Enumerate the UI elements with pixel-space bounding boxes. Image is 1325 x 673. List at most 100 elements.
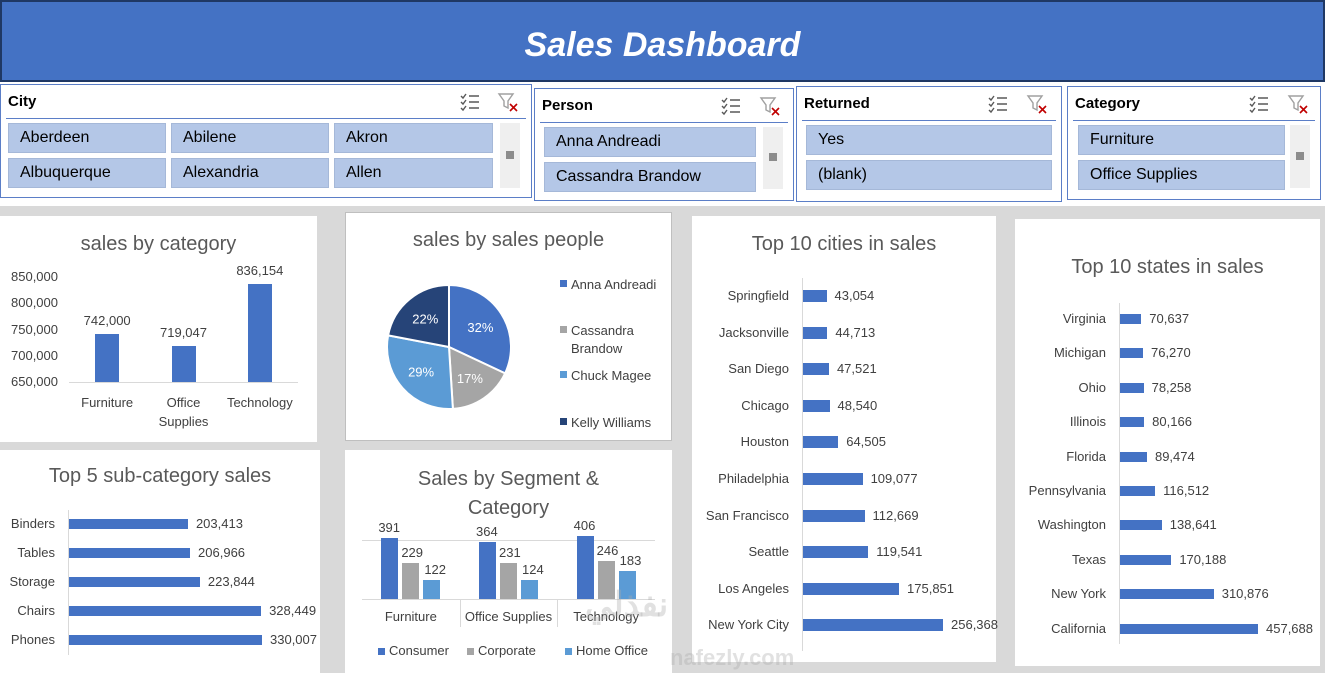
- city-item-albuquerque[interactable]: Albuquerque: [8, 158, 166, 188]
- y-tick-label: 700,000: [11, 347, 58, 363]
- bar: [803, 363, 829, 376]
- multi-select-icon[interactable]: [987, 93, 1009, 115]
- data-label: 406: [573, 517, 596, 533]
- pie-slice: [447, 345, 507, 410]
- city-slicer-title: City: [8, 93, 37, 110]
- category-label: New York City: [708, 617, 789, 633]
- pie-chart-svg: 32% 17% 29% 22%: [386, 283, 512, 410]
- bar: [69, 577, 200, 587]
- category-label: Seattle: [748, 544, 789, 560]
- bar: [69, 635, 262, 645]
- category-label: Phones: [10, 632, 55, 647]
- city-item-akron[interactable]: Akron: [334, 123, 493, 153]
- data-label: 76,270: [1150, 345, 1191, 361]
- bar: [381, 538, 399, 599]
- bar: [402, 563, 420, 599]
- city-item-allen[interactable]: Allen: [334, 158, 493, 188]
- clear-filter-icon[interactable]: [1287, 93, 1309, 115]
- bar: [803, 399, 830, 412]
- scroll-thumb[interactable]: [506, 151, 514, 159]
- data-label: 310,876: [1221, 586, 1269, 602]
- person-slicer-scrollbar[interactable]: [763, 127, 783, 189]
- category-label: New York: [1051, 586, 1106, 602]
- clear-filter-icon[interactable]: [759, 95, 781, 117]
- data-label: 116,512: [1163, 483, 1210, 498]
- bar: [1120, 520, 1162, 531]
- scroll-thumb[interactable]: [1296, 152, 1304, 160]
- multi-select-icon[interactable]: [1248, 93, 1270, 115]
- sales-by-category-chart: sales by category 850,000 800,000 750,000 7…: [0, 216, 317, 442]
- slice-label: 22%: [412, 311, 438, 326]
- legend-label: Consumer: [389, 643, 449, 658]
- y-axis-line: [802, 278, 803, 651]
- clear-filter-icon[interactable]: [497, 91, 519, 113]
- chart-title: Top 10 cities in sales: [751, 233, 937, 255]
- y-tick-label: 800,000: [11, 295, 58, 311]
- category-label: Tables: [17, 545, 55, 560]
- category-slicer-scrollbar[interactable]: [1290, 125, 1310, 188]
- bar: [521, 579, 538, 599]
- category-label: Jacksonville: [718, 324, 789, 340]
- slice-label: 17%: [457, 371, 483, 386]
- category-label: San Diego: [728, 361, 789, 377]
- bar: [803, 582, 900, 595]
- data-label: 231: [499, 545, 521, 561]
- data-label: 44,713: [835, 324, 876, 340]
- category-item-office-supplies[interactable]: Office Supplies: [1078, 160, 1285, 190]
- legend-swatch: [378, 648, 385, 655]
- slice-label: 29%: [408, 365, 434, 380]
- category-label: Ohio: [1078, 379, 1106, 395]
- city-item-abilene[interactable]: Abilene: [171, 123, 329, 153]
- city-slicer-scrollbar[interactable]: [500, 123, 520, 188]
- legend-label: Home Office: [576, 643, 649, 658]
- bar: [576, 535, 594, 599]
- bar: [803, 509, 865, 522]
- returned-item-blank[interactable]: (blank): [806, 160, 1052, 190]
- data-label: 64,505: [846, 434, 886, 450]
- top-subcategory-chart: Top 5 sub-category sales Binders 203,413 T…: [0, 450, 320, 673]
- person-item-cassandra[interactable]: Cassandra Brandow: [544, 162, 756, 192]
- data-label: 112,669: [872, 507, 919, 523]
- person-slicer: Person Anna Andreadi Cassandra Brandow: [534, 88, 794, 201]
- category-slicer-divider: [1073, 120, 1315, 121]
- category-label: Springfield: [727, 288, 789, 303]
- y-axis-line: [68, 510, 69, 655]
- data-label: 742,000: [83, 312, 131, 328]
- returned-item-yes[interactable]: Yes: [806, 125, 1052, 155]
- scroll-thumb[interactable]: [769, 153, 777, 161]
- category-label: Virginia: [1062, 311, 1106, 326]
- pie-slice: [386, 334, 454, 410]
- bar: [1120, 417, 1145, 428]
- bar: [803, 436, 839, 449]
- y-tick-label: 650,000: [11, 374, 58, 389]
- multi-select-icon[interactable]: [720, 95, 742, 117]
- category-label: Texas: [1072, 551, 1106, 567]
- category-label: Chicago: [741, 397, 789, 413]
- bar: [95, 333, 120, 382]
- dashboard-banner: Sales Dashboard: [0, 0, 1325, 82]
- multi-select-icon[interactable]: [459, 91, 481, 113]
- x-tick-label: Technology: [573, 609, 640, 624]
- data-label: 43,054: [834, 288, 875, 303]
- category-label: Pennsylvania: [1028, 483, 1106, 498]
- category-label: Florida: [1066, 448, 1106, 464]
- category-label: Storage: [9, 574, 55, 589]
- category-label: Philadelphia: [718, 471, 789, 486]
- bar: [423, 580, 441, 599]
- gridline: [362, 540, 655, 541]
- data-label: 89,474: [1154, 448, 1195, 464]
- bar: [1120, 314, 1142, 324]
- clear-filter-icon[interactable]: [1026, 93, 1048, 115]
- city-item-aberdeen[interactable]: Aberdeen: [8, 123, 166, 153]
- legend-label: Anna Andreadi: [571, 277, 657, 292]
- city-item-alexandria[interactable]: Alexandria: [171, 158, 329, 188]
- bar: [618, 570, 636, 599]
- data-label: 170,188: [1179, 551, 1227, 567]
- legend-swatch: [467, 648, 474, 655]
- category-item-furniture[interactable]: Furniture: [1078, 125, 1285, 155]
- data-label: 246: [596, 542, 619, 558]
- bar: [1120, 554, 1172, 565]
- data-label: 203,413: [195, 516, 243, 531]
- person-item-anna[interactable]: Anna Andreadi: [544, 127, 756, 157]
- bar: [803, 326, 828, 339]
